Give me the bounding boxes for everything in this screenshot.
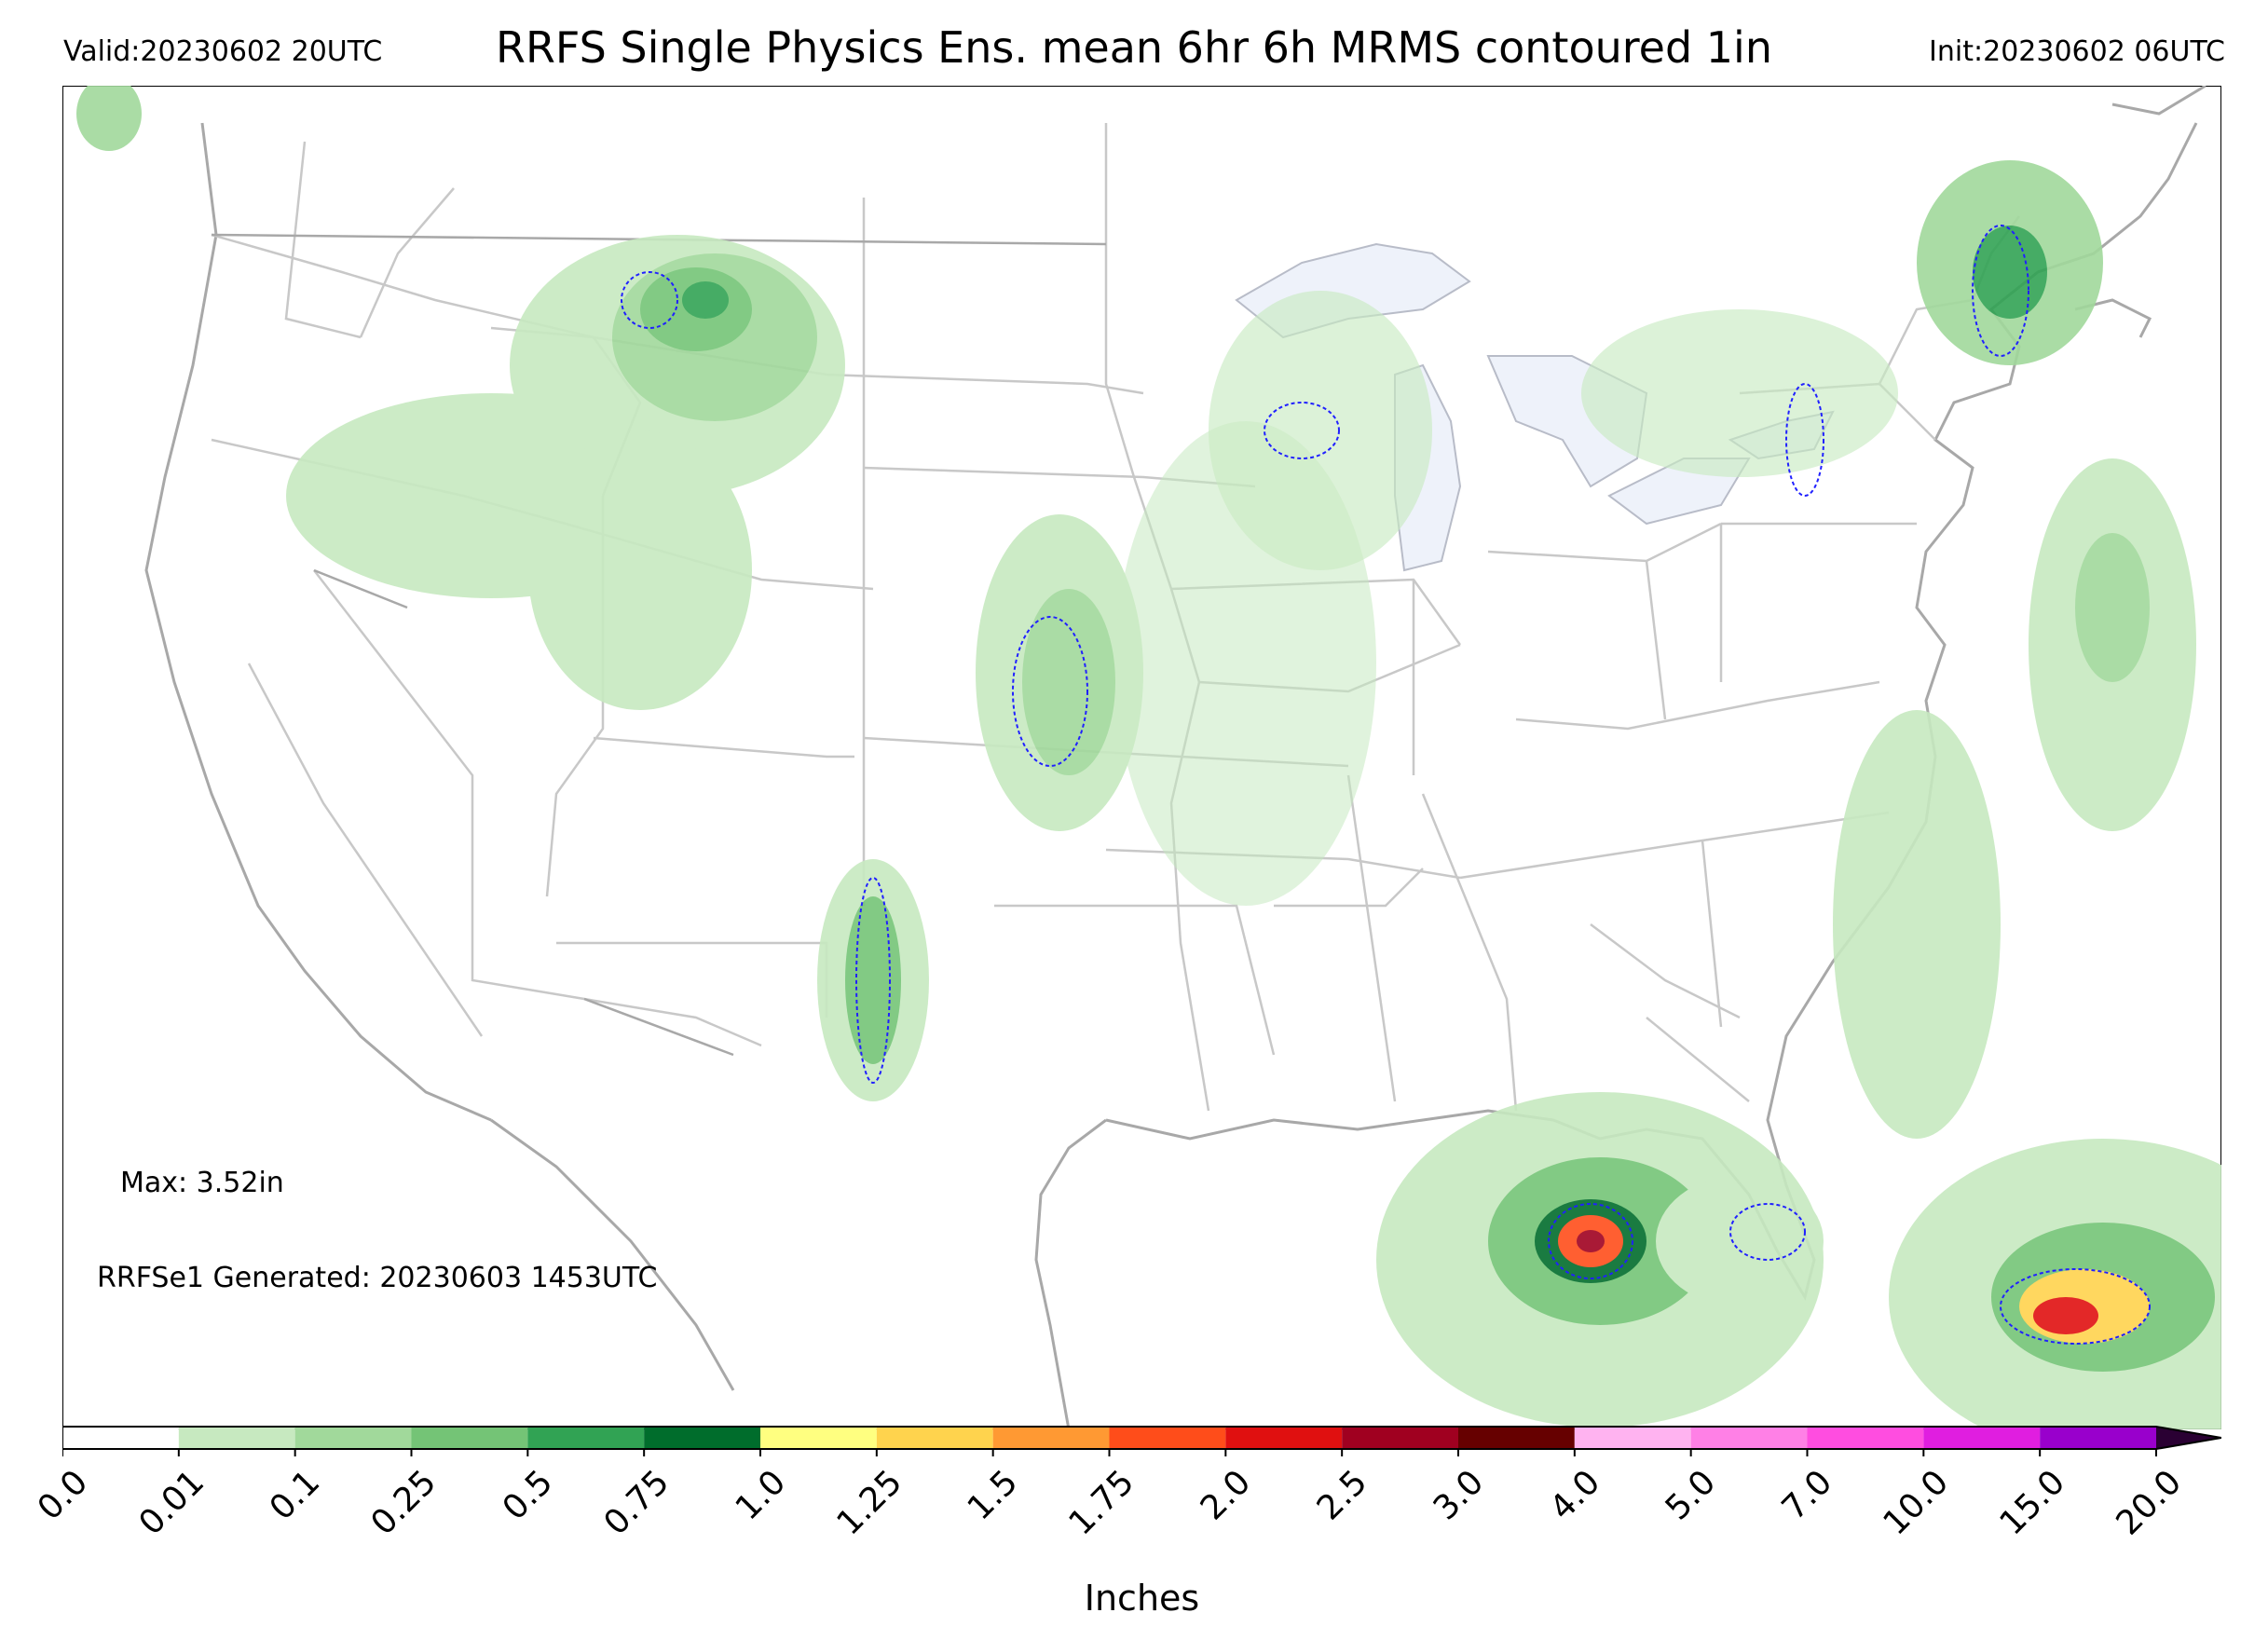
colorbar-tick-label: 0.1 <box>263 1463 328 1528</box>
colorbar-swatch <box>644 1427 760 1449</box>
colorbar-swatch <box>1225 1427 1343 1449</box>
colorbar-swatch <box>1109 1427 1226 1449</box>
colorbar-tick-label: 1.0 <box>728 1463 793 1528</box>
colorbar-swatch <box>1342 1427 1458 1449</box>
colorbar-swatch <box>2040 1427 2156 1449</box>
map-title: RRFS Single Physics Ens. mean 6hr 6h MRM… <box>496 22 1772 73</box>
colorbar-swatch <box>62 1427 179 1449</box>
colorbar-tick-label: 5.0 <box>1659 1463 1724 1528</box>
colorbar-tick-label: 15.0 <box>1992 1463 2073 1543</box>
colorbar-tick-label: 3.0 <box>1426 1463 1491 1528</box>
colorbar-swatch <box>1690 1427 1808 1449</box>
colorbar-swatch <box>1807 1427 1924 1449</box>
precipitation-map <box>62 86 2221 1429</box>
colorbar-swatch <box>1458 1427 1575 1449</box>
colorbar-swatch <box>876 1427 993 1449</box>
colorbar-tick-label: 4.0 <box>1542 1463 1607 1528</box>
colorbar-extend-arrow <box>2156 1427 2221 1449</box>
colorbar-tick-label: 1.75 <box>1061 1463 1142 1543</box>
colorbar-tick-label: 0.25 <box>363 1463 444 1543</box>
colorbar-tick-label: 1.25 <box>829 1463 909 1543</box>
precip-shading <box>76 86 2221 1429</box>
generated-label: RRFSe1 Generated: 20230603 1453UTC <box>97 1262 658 1294</box>
colorbar-tick-label: 7.0 <box>1775 1463 1840 1528</box>
colorbar-tick-label: 1.5 <box>961 1463 1026 1528</box>
colorbar: 0.0 0.01 0.1 0.25 0.5 0.75 1.0 1.25 1.5 1.75 2.0 2.… <box>31 1424 2221 1619</box>
colorbar-swatch <box>411 1427 528 1449</box>
colorbar-tick-label: 2.0 <box>1193 1463 1259 1528</box>
colorbar-swatch <box>992 1427 1110 1449</box>
colorbar-swatches <box>62 1426 2221 1456</box>
max-value-label: Max: 3.52in <box>120 1167 284 1199</box>
mrms-1in-contours <box>621 225 2151 1345</box>
colorbar-swatch <box>527 1427 645 1449</box>
colorbar-tick-label: 2.5 <box>1309 1463 1375 1528</box>
colorbar-tick-label: 0.0 <box>30 1463 95 1528</box>
colorbar-swatch <box>178 1427 295 1449</box>
colorbar-tick-label: 0.01 <box>131 1463 212 1543</box>
init-time-label: Init:20230602 06UTC <box>1929 35 2225 68</box>
colorbar-tick-label: 20.0 <box>2109 1463 2189 1543</box>
colorbar-tick-label: 0.5 <box>495 1463 561 1528</box>
colorbar-swatch <box>294 1427 412 1449</box>
valid-time-label: Valid:20230602 20UTC <box>63 35 383 68</box>
map-panel: Max: 3.52in RRFSe1 Generated: 20230603 1… <box>62 86 2221 1429</box>
colorbar-swatch <box>1574 1427 1691 1449</box>
colorbar-tick-label: 10.0 <box>1876 1463 1957 1543</box>
colorbar-swatch <box>760 1427 877 1449</box>
colorbar-swatch <box>1923 1427 2041 1449</box>
colorbar-tick-label: 0.75 <box>596 1463 677 1543</box>
colorbar-title: Inches <box>1084 1578 1200 1619</box>
